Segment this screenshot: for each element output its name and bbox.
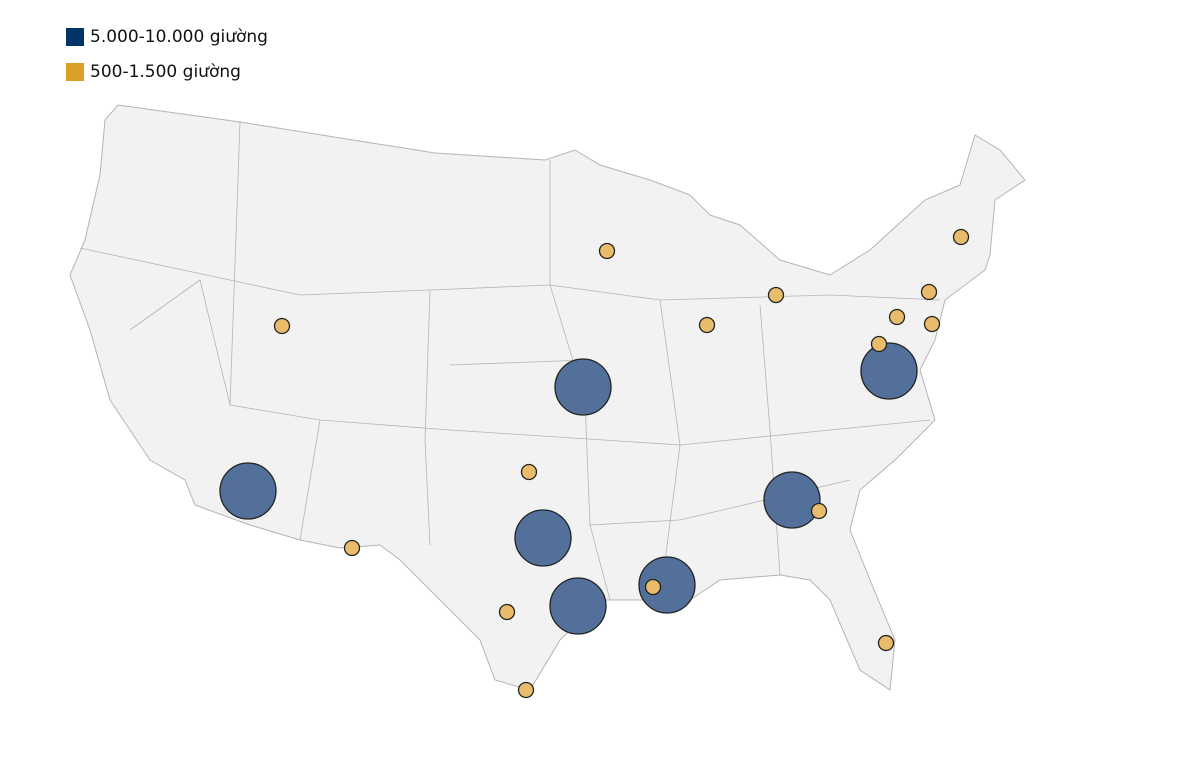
legend-item-large: 5.000-10.000 giường — [66, 19, 268, 54]
bubble-small — [923, 315, 941, 333]
bubble-small — [273, 317, 291, 335]
bubble-small — [343, 539, 361, 557]
bubble-small — [520, 463, 538, 481]
bubble-small — [870, 335, 888, 353]
bubbles — [219, 228, 970, 699]
bubble-large — [860, 342, 918, 400]
state-border — [229, 121, 241, 406]
bubble-small — [767, 286, 785, 304]
state-border — [759, 304, 781, 576]
bubble-small — [920, 283, 938, 301]
bubble-small — [888, 308, 906, 326]
bubble-large — [638, 556, 696, 614]
bubble-small — [877, 634, 895, 652]
bubble-large — [514, 509, 572, 567]
state-border — [659, 299, 681, 601]
bubble-small — [952, 228, 970, 246]
legend-label-small: 500-1.500 giường — [90, 61, 241, 82]
state-border — [424, 289, 431, 546]
bubble-large — [763, 471, 821, 529]
legend-swatch-large — [66, 27, 84, 46]
legend-label-large: 5.000-10.000 giường — [90, 26, 268, 47]
state-border — [129, 279, 201, 331]
bubble-small — [644, 578, 662, 596]
bubble-large — [549, 577, 607, 635]
legend: 5.000-10.000 giường 500-1.500 giường — [66, 19, 268, 89]
bubble-small — [498, 603, 516, 621]
bubble-large — [554, 358, 612, 416]
bubble-small — [517, 681, 535, 699]
bubble-large — [219, 462, 277, 520]
bubble-small — [598, 242, 616, 260]
legend-item-small: 500-1.500 giường — [66, 54, 268, 89]
us-land — [69, 104, 1026, 691]
state-border — [449, 359, 586, 366]
bubble-small — [810, 502, 828, 520]
state-border — [299, 419, 321, 541]
state-border — [199, 279, 931, 446]
bubble-small — [698, 316, 716, 334]
legend-swatch-small — [66, 62, 84, 81]
